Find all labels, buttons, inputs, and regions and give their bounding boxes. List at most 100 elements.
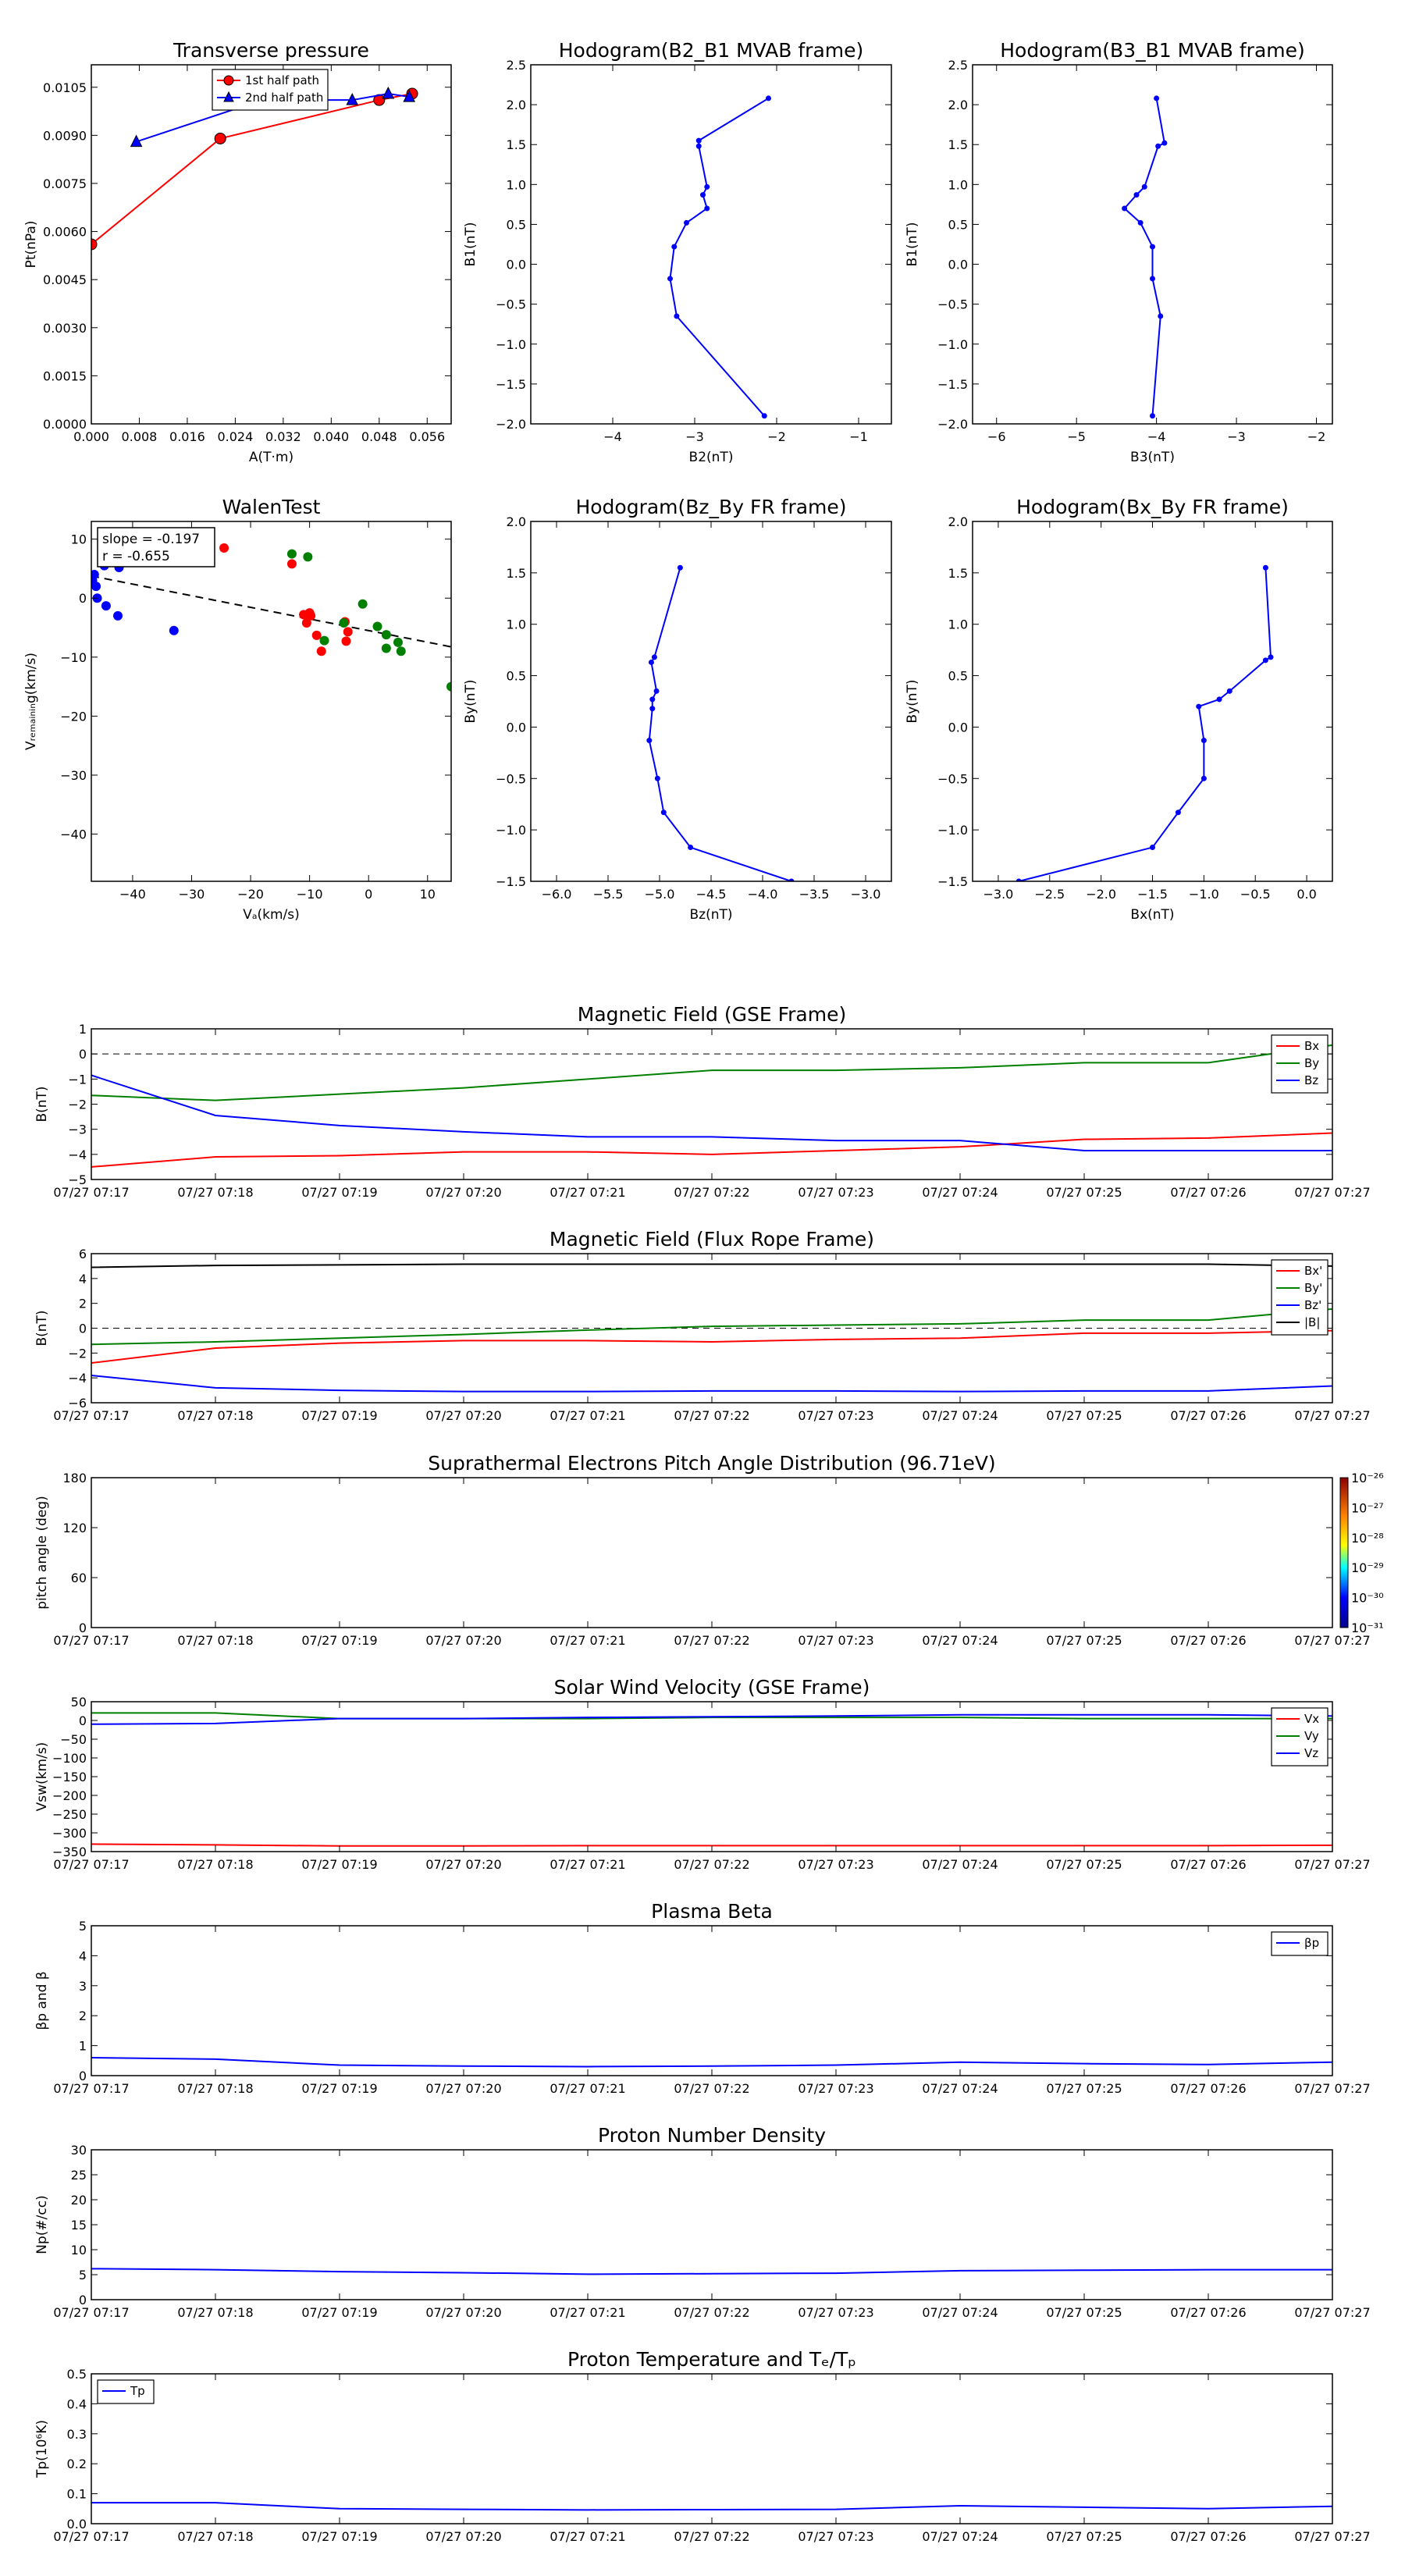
x-tick-label: 07/27 07:25 (1046, 2081, 1122, 2096)
chart-title: Hodogram(Bx_By FR frame) (1016, 496, 1289, 518)
x-tick-label: 07/27 07:21 (550, 1185, 625, 1200)
series-line-0 (648, 567, 792, 881)
x-tick-label: −2 (767, 429, 786, 444)
y-tick-label: 0.0105 (43, 80, 87, 95)
legend-label: Bz (1304, 1073, 1318, 1087)
x-tick-label: 0.0 (1297, 887, 1316, 902)
x-tick-label: 07/27 07:27 (1294, 2305, 1370, 2320)
x-tick-label: 07/27 07:27 (1294, 1633, 1370, 1648)
data-point (346, 93, 359, 105)
data-point (684, 219, 689, 226)
legend-label: 1st half path (245, 73, 319, 87)
x-tick-label: 07/27 07:27 (1294, 2529, 1370, 2544)
y-axis-label: By(nT) (463, 679, 478, 723)
x-tick-label: 0.056 (409, 429, 445, 444)
x-tick-label: 07/27 07:25 (1046, 1185, 1122, 1200)
x-tick-label: 07/27 07:27 (1294, 2081, 1370, 2096)
y-axis-label: B(nT) (34, 1086, 50, 1122)
x-tick-label: 07/27 07:21 (550, 1408, 625, 1423)
y-axis-label: βp and β (34, 1971, 50, 2030)
y-tick-label: 0 (79, 2293, 87, 2307)
chart-title: Hodogram(B3_B1 MVAB frame) (1000, 39, 1305, 62)
data-point (1216, 696, 1222, 703)
series-line-|B| (91, 1263, 1332, 1268)
y-tick-label: 0.0090 (43, 128, 87, 143)
y-tick-label: −250 (52, 1807, 87, 1822)
x-tick-label: 07/27 07:23 (798, 1633, 873, 1648)
y-tick-label: 5 (79, 2268, 87, 2282)
x-tick-label: 07/27 07:22 (674, 2529, 749, 2544)
x-tick-label: 07/27 07:21 (550, 2305, 625, 2320)
legend-label: Bx' (1304, 1264, 1322, 1278)
x-tick-label: 07/27 07:22 (674, 1633, 749, 1648)
colorbar-tick-label: 10⁻³⁰ (1351, 1591, 1384, 1606)
y-axis-label: Vsw(km/s) (34, 1742, 50, 1812)
y-tick-label: 0.0045 (43, 272, 87, 287)
x-tick-label: −4 (603, 429, 622, 444)
plot-frame (530, 64, 892, 425)
x-tick-label: 07/27 07:19 (301, 2081, 377, 2096)
y-tick-label: 0.0075 (43, 176, 87, 191)
x-tick-label: 07/27 07:26 (1170, 1857, 1246, 1872)
data-point (704, 205, 710, 212)
y-axis-label: By(nT) (905, 679, 920, 723)
x-tick-label: 07/27 07:20 (425, 1857, 501, 1872)
y-tick-label: 3 (79, 1979, 87, 1994)
y-tick-label: 0 (79, 591, 87, 606)
data-point (339, 617, 349, 628)
x-tick-label: 07/27 07:23 (798, 2529, 873, 2544)
x-tick-label: 07/27 07:24 (922, 1633, 998, 1648)
y-tick-label: 15 (71, 2218, 87, 2233)
x-tick-label: −3 (1227, 429, 1246, 444)
y-tick-label: 180 (62, 1471, 87, 1485)
plot-frame (530, 521, 892, 882)
data-point (169, 625, 179, 635)
chart-hodogram-b3-b1: Hodogram(B3_B1 MVAB frame) −2.0 −1.5 −1.0 −0… (905, 39, 1333, 465)
legend-label: Vy (1304, 1729, 1319, 1743)
x-tick-label: 0.032 (265, 429, 301, 444)
x-tick-label: −1.0 (1189, 887, 1219, 902)
x-tick-label: 07/27 07:21 (550, 1633, 625, 1648)
x-tick-label: 07/27 07:21 (550, 2529, 625, 2544)
plot-area (646, 564, 795, 881)
y-axis-label: B1(nT) (463, 222, 478, 267)
chart-hodogram-bx-by: Hodogram(Bx_By FR frame) −1.5 −1.0 −0.5 0.0 0… (905, 496, 1333, 923)
x-tick-label: 0.000 (73, 429, 109, 444)
data-point (1175, 809, 1181, 816)
data-point (1150, 413, 1155, 419)
data-point (674, 313, 680, 319)
colorbar-tick-label: 10⁻²⁶ (1351, 1471, 1384, 1485)
data-point (1161, 140, 1168, 146)
series-line-1st half path (91, 92, 413, 245)
chart-pitch-angle: Suprathermal Electrons Pitch Angle Distr… (34, 1452, 1384, 1648)
y-tick-label: 6 (79, 1247, 87, 1261)
x-tick-label: 07/27 07:23 (798, 1857, 873, 1872)
y-tick-label: 1.5 (948, 137, 968, 152)
y-tick-label: 1.0 (948, 617, 968, 632)
x-tick-label: 07/27 07:26 (1170, 2081, 1246, 2096)
data-point (1196, 703, 1202, 710)
chart-magnetic-field-fr: Magnetic Field (Flux Rope Frame) −6 −4 −2 0 2… (34, 1228, 1371, 1423)
legend-marker (223, 75, 234, 86)
chart-plasma-beta: Plasma Beta 0 1 2 3 4 5 07/27 07:17 07/27 07:18 0… (34, 1900, 1371, 2096)
y-tick-label: −2.0 (496, 417, 526, 432)
x-tick-label: 07/27 07:24 (922, 1408, 998, 1423)
x-tick-label: 07/27 07:24 (922, 2305, 998, 2320)
data-point (214, 132, 226, 144)
x-tick-label: −6.0 (542, 887, 572, 902)
data-point (667, 276, 673, 282)
x-tick-label: 07/27 07:21 (550, 1857, 625, 1872)
y-tick-label: −30 (60, 768, 87, 783)
series-line-Bx (91, 1132, 1332, 1168)
y-axis-label: B(nT) (34, 1310, 50, 1346)
data-point (677, 564, 683, 571)
data-point (1158, 313, 1164, 319)
data-point (101, 601, 111, 611)
x-tick-label: 07/27 07:18 (177, 1857, 253, 1872)
x-tick-label: 07/27 07:18 (177, 1185, 253, 1200)
y-tick-label: 0 (79, 1713, 87, 1728)
data-point (303, 552, 313, 562)
chart-hodogram-b2-b1: Hodogram(B2_B1 MVAB frame) −2.0 −1.5 −1.0 −0… (463, 39, 892, 465)
chart-title: WalenTest (222, 496, 321, 518)
series-line-βp (91, 2056, 1332, 2068)
